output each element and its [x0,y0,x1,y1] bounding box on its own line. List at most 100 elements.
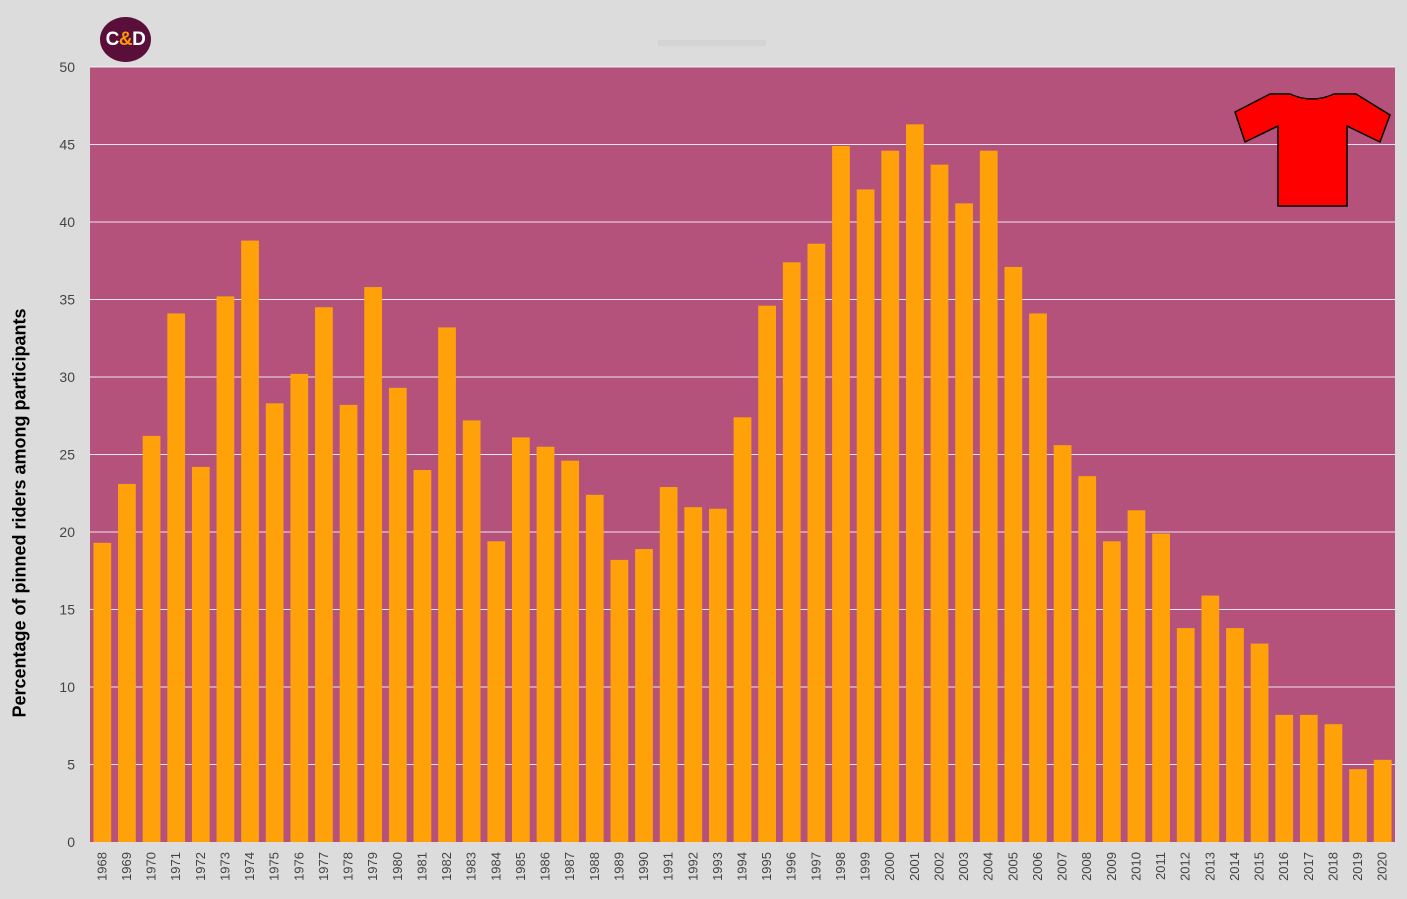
bar-1982 [438,327,456,842]
bar-1978 [339,404,358,842]
x-tick-label: 2002 [931,852,946,881]
x-tick-label: 1986 [538,852,553,881]
x-tick-label: 1990 [636,852,651,881]
bar-1971 [167,313,186,842]
bar-1985 [512,437,530,842]
x-tick-label: 1972 [193,852,208,881]
bar-2004 [979,150,998,842]
bar-1981 [413,470,432,842]
x-tick-label: 1996 [784,852,799,881]
x-tick-label: 1970 [144,852,159,881]
x-tick-label: 1989 [611,852,626,881]
x-tick-label: 2008 [1079,852,1094,881]
bar-1998 [832,146,850,843]
bar-1970 [142,435,161,842]
bar-2010 [1127,510,1146,842]
bar-1996 [782,262,801,842]
bar-1995 [758,305,776,842]
x-tick-label: 1978 [341,852,356,881]
x-tick-label: 1987 [562,852,577,881]
x-tick-label: 2006 [1030,852,1045,881]
x-tick-label: 1974 [242,852,257,881]
x-tick-label: 1991 [661,852,676,881]
x-tick-label: 1971 [168,852,183,881]
bar-1999 [856,189,875,842]
bar-1994 [733,417,752,842]
logo-ampersand: & [118,28,133,50]
y-tick-label: 30 [59,369,75,385]
x-tick-label: 2013 [1202,852,1217,881]
bar-1979 [364,287,383,843]
x-tick-label: 2019 [1350,852,1365,881]
bar-2002 [930,164,949,842]
red-jersey-icon [1234,93,1391,207]
x-tick-label: 1979 [365,852,380,881]
bar-2015 [1250,643,1269,842]
bar-1997 [807,243,826,842]
bar-2019 [1349,769,1367,842]
bar-1977 [315,307,333,842]
x-tick-label: 2003 [956,852,971,881]
x-tick-label: 1973 [217,852,232,881]
x-tick-label: 2016 [1276,852,1291,881]
cd-logo: C & D [100,17,151,62]
x-tick-label: 1976 [291,852,306,881]
bar-1984 [487,541,506,842]
x-tick-label: 1982 [439,852,454,881]
x-tick-label: 2017 [1301,852,1316,881]
x-tick-label: 2007 [1055,852,1070,881]
bar-1975 [265,403,284,842]
bar-1989 [610,559,629,842]
bar-1993 [709,508,727,842]
bar-1987 [561,460,580,842]
x-tick-label: 1969 [119,852,134,881]
x-tick-label: 1980 [390,852,405,881]
x-tick-label: 1981 [414,852,429,881]
x-tick-label: 2005 [1005,852,1020,881]
logo-letter-d: D [132,28,146,50]
bar-1969 [118,483,136,842]
y-tick-label: 35 [59,292,75,308]
bar-1972 [191,466,210,842]
x-tick-label: 2009 [1104,852,1119,881]
y-tick-label: 45 [59,137,75,153]
x-tick-label: 2004 [981,852,996,881]
bar-1988 [585,494,604,842]
x-tick-label: 2018 [1325,852,1340,881]
bar-2012 [1176,628,1195,842]
x-tick-label: 1984 [488,852,503,881]
x-tick-label: 1985 [513,852,528,881]
bar-1980 [388,387,407,842]
bar-1983 [462,420,481,842]
bar-2005 [1004,266,1023,842]
y-tick-label: 50 [59,59,75,75]
bar-2006 [1029,313,1047,842]
x-tick-label: 1992 [685,852,700,881]
x-tick-label: 1977 [316,852,331,881]
x-tick-label: 1993 [710,852,725,881]
x-tick-label: 2011 [1153,852,1168,880]
bar-2014 [1226,628,1244,842]
y-tick-label: 15 [59,602,75,618]
bar-1992 [684,507,703,842]
bar-2011 [1152,533,1170,842]
y-tick-label: 10 [59,679,75,695]
bar-2007 [1053,445,1072,842]
bar-2020 [1373,759,1392,842]
bar-2000 [881,150,900,842]
x-tick-label: 1975 [267,852,282,881]
x-tick-label: 1999 [858,852,873,881]
x-tick-label: 1997 [808,852,823,881]
y-tick-label: 25 [59,447,75,463]
bar-2009 [1102,541,1121,842]
y-tick-label: 5 [67,757,75,773]
bar-1976 [290,373,309,842]
x-tick-label: 2001 [907,852,922,881]
y-tick-label: 0 [67,834,75,850]
x-tick-label: 1994 [735,852,750,881]
bar-2013 [1201,595,1220,842]
bar-2017 [1299,714,1318,842]
y-tick-label: 20 [59,524,75,540]
bar-2001 [905,124,924,843]
